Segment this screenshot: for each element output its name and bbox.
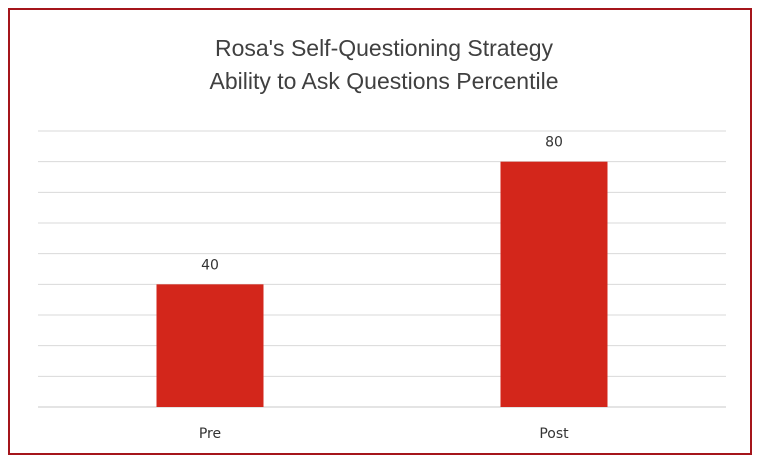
data-label-post: 80 (545, 135, 563, 151)
x-tick-label-post: Post (539, 426, 569, 442)
bar-pre (156, 284, 264, 407)
x-tick-label-pre: Pre (199, 426, 221, 442)
chart-title: Rosa's Self-Questioning Strategy Ability… (0, 32, 768, 98)
bar-post (500, 161, 608, 407)
data-label-pre: 40 (201, 257, 219, 273)
chart-title-line-2: Ability to Ask Questions Percentile (209, 68, 559, 94)
chart-title-line-1: Rosa's Self-Questioning Strategy (214, 35, 554, 61)
chart-frame (8, 8, 752, 455)
